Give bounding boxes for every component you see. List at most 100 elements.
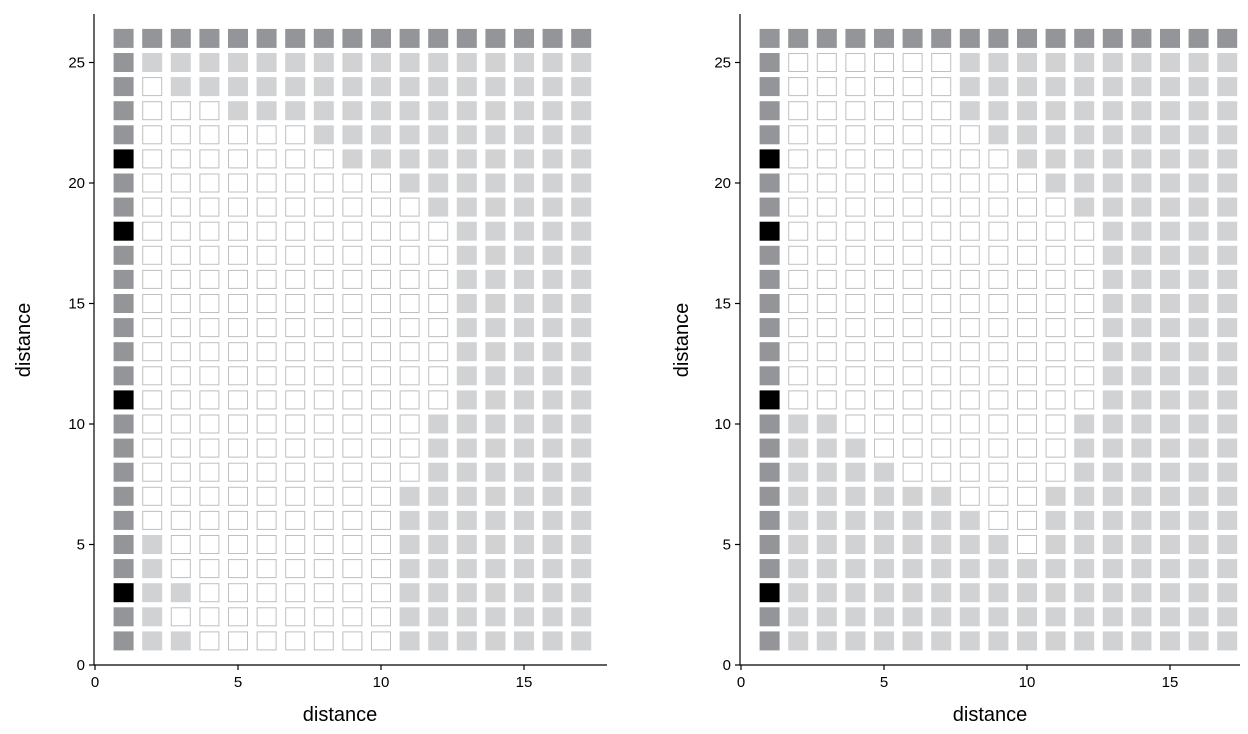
heatmap-cell [399, 294, 420, 313]
heatmap-cell [170, 77, 191, 97]
heatmap-cell [542, 535, 563, 554]
heatmap-cell [1131, 583, 1152, 603]
heatmap-cell [485, 318, 506, 338]
heatmap-cell [113, 559, 134, 579]
heatmap-cell [1131, 269, 1152, 289]
heatmap-cell [228, 414, 248, 434]
heatmap-cell [485, 583, 506, 603]
heatmap-cell [514, 125, 534, 145]
heatmap-cell [931, 631, 952, 651]
heatmap-cell [399, 28, 420, 48]
heatmap-cell [456, 462, 477, 482]
heatmap-cell [485, 510, 506, 530]
heatmap-cell [1217, 269, 1238, 289]
heatmap-cell [1131, 366, 1152, 386]
heatmap-cell [542, 53, 563, 72]
heatmap-cell [1074, 366, 1095, 386]
heatmap-cell [1074, 438, 1095, 458]
heatmap-cell [313, 269, 334, 289]
heatmap-cell [1017, 607, 1037, 627]
heatmap-cell [542, 486, 563, 506]
heatmap-cell [1074, 583, 1095, 603]
heatmap-cell [759, 173, 780, 193]
heatmap-cell [371, 221, 391, 241]
heatmap-cell [1217, 53, 1238, 72]
heatmap-cell [988, 438, 1009, 458]
heatmap-cell [1017, 631, 1037, 651]
heatmap-cell [959, 53, 980, 72]
heatmap-cell [285, 462, 306, 482]
heatmap-cell [142, 173, 163, 193]
heatmap-cell [371, 342, 391, 362]
heatmap-cell [371, 269, 391, 289]
heatmap-cell [959, 583, 980, 603]
heatmap-cell [342, 173, 363, 193]
heatmap-cell [285, 486, 306, 506]
heatmap-cell [788, 414, 809, 434]
heatmap-cell [142, 486, 163, 506]
heatmap-cell [199, 125, 220, 145]
heatmap-cell [759, 149, 780, 169]
heatmap-cell [1045, 28, 1066, 48]
heatmap-cell [199, 269, 220, 289]
heatmap-cell [371, 462, 391, 482]
heatmap-cell [514, 390, 534, 410]
x-tick-label: 0 [91, 674, 99, 691]
heatmap-cell [313, 559, 334, 579]
heatmap-cell [228, 318, 248, 338]
heatmap-cell [902, 414, 923, 434]
heatmap-cell [931, 149, 952, 169]
heatmap-cell [845, 631, 866, 651]
heatmap-cell [285, 342, 306, 362]
heatmap-cell [1102, 414, 1123, 434]
heatmap-cell [285, 535, 306, 554]
heatmap-cell [902, 173, 923, 193]
heatmap-cell [1217, 173, 1238, 193]
heatmap-cell [285, 294, 306, 313]
heatmap-cell [313, 77, 334, 97]
heatmap-cell [1074, 53, 1095, 72]
heatmap-cell [542, 77, 563, 97]
heatmap-cell [816, 390, 837, 410]
heatmap-cell [902, 390, 923, 410]
heatmap-cell [816, 583, 837, 603]
heatmap-cell [759, 462, 780, 482]
heatmap-cell [456, 342, 477, 362]
y-tick-label: 15 [68, 296, 85, 313]
heatmap-cell [1131, 149, 1152, 169]
heatmap-cell [399, 101, 420, 121]
heatmap-cell [228, 631, 248, 651]
heatmap-cell [342, 342, 363, 362]
heatmap-cell [285, 366, 306, 386]
heatmap-cell [874, 342, 894, 362]
heatmap-cell [759, 125, 780, 145]
heatmap-cell [170, 245, 191, 265]
heatmap-cell [113, 197, 134, 217]
heatmap-cell [1017, 486, 1037, 506]
heatmap-cell [816, 245, 837, 265]
heatmap-cell [142, 318, 163, 338]
heatmap-cell [514, 366, 534, 386]
heatmap-cell [571, 607, 592, 627]
heatmap-cell [1188, 53, 1209, 72]
heatmap-cell [1217, 221, 1238, 241]
heatmap-cell [788, 510, 809, 530]
heatmap-cell [485, 631, 506, 651]
heatmap-cell [542, 318, 563, 338]
heatmap-cell [113, 438, 134, 458]
heatmap-cell [485, 486, 506, 506]
heatmap-cell [959, 414, 980, 434]
heatmap-cell [542, 28, 563, 48]
heatmap-cell [874, 631, 894, 651]
heatmap-cell [228, 77, 248, 97]
heatmap-cell [788, 173, 809, 193]
heatmap-cell [571, 390, 592, 410]
heatmap-cell [874, 366, 894, 386]
heatmap-cell [142, 414, 163, 434]
heatmap-cell [788, 294, 809, 313]
heatmap-cell [845, 197, 866, 217]
heatmap-cell [1045, 366, 1066, 386]
heatmap-cell [1188, 510, 1209, 530]
heatmap-cell [988, 173, 1009, 193]
heatmap-cell [456, 414, 477, 434]
